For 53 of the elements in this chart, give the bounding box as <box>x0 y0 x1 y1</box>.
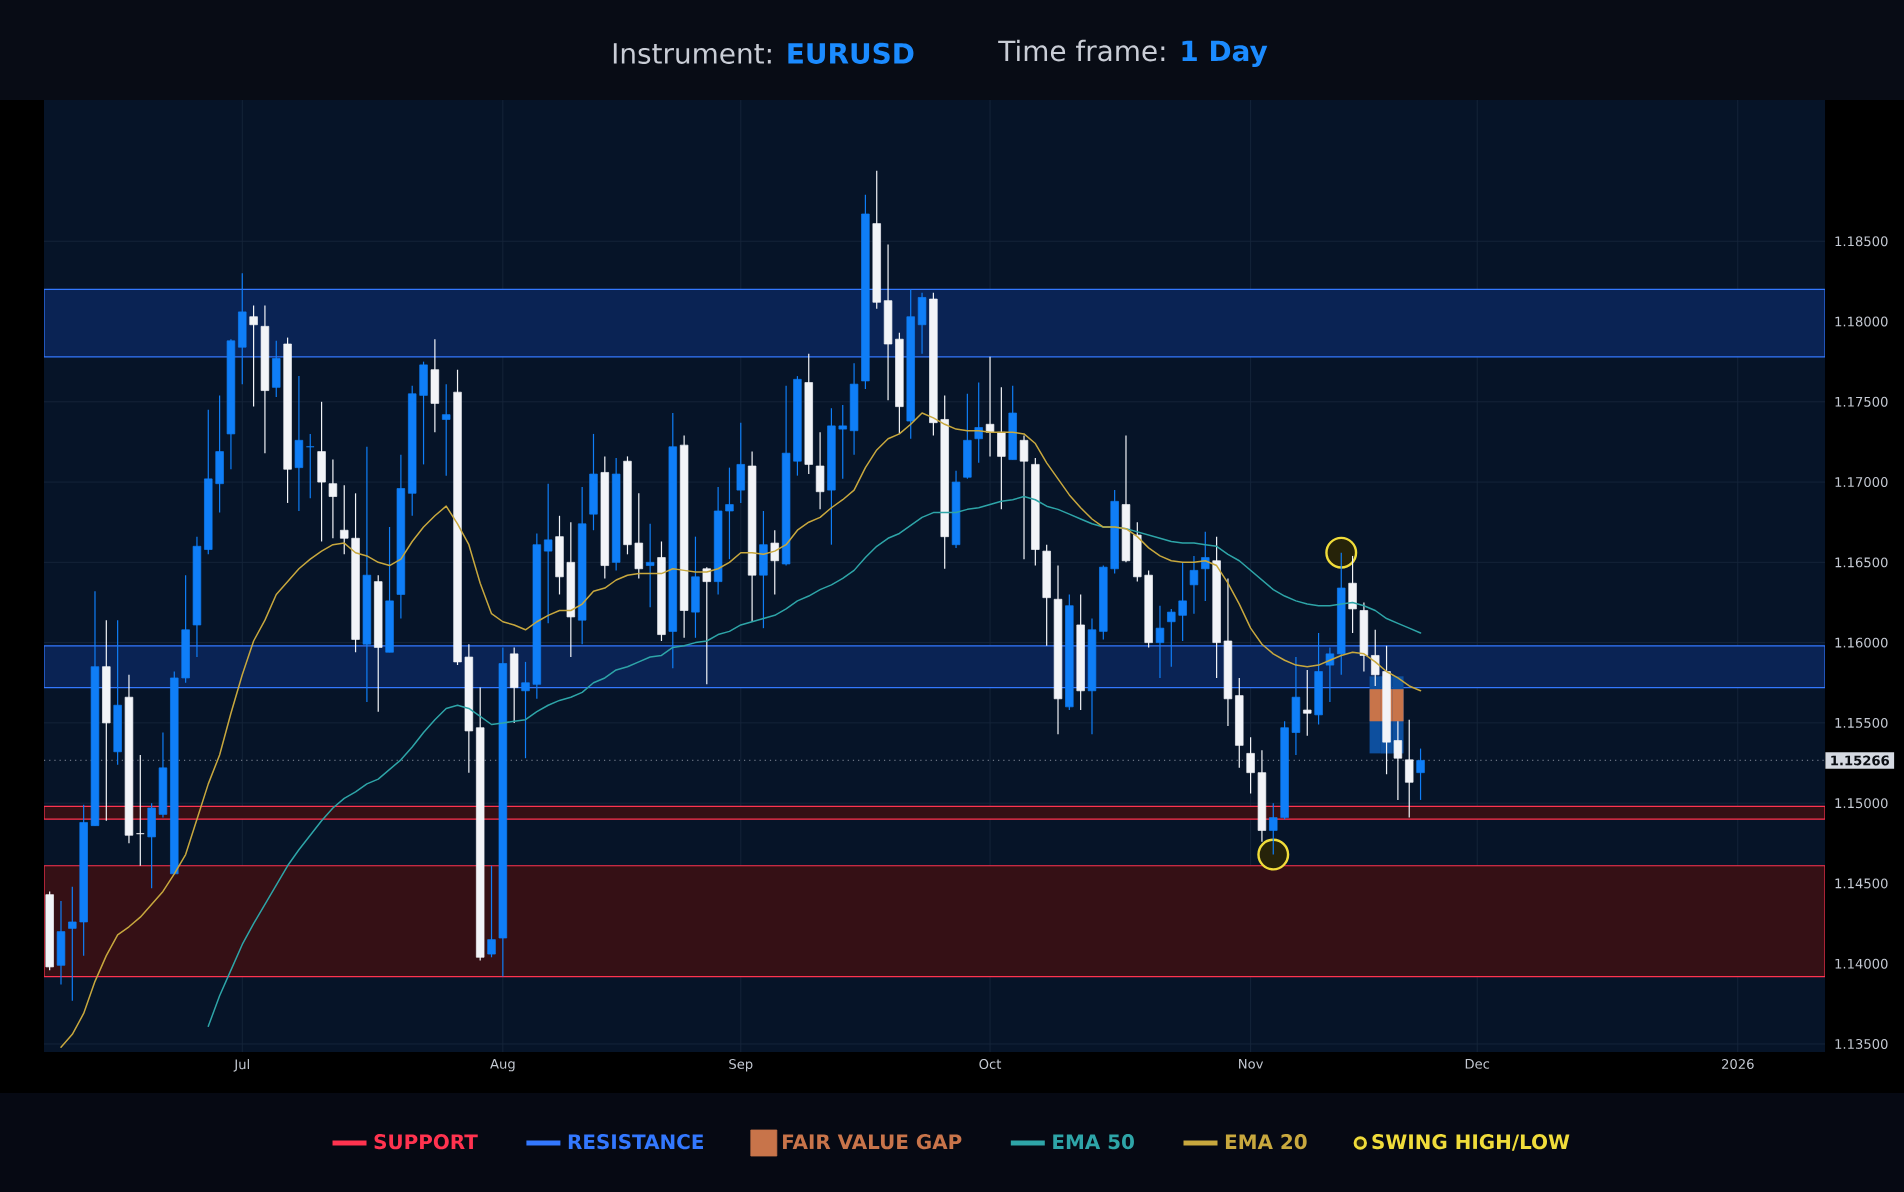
candlestick <box>487 865 496 958</box>
candlestick <box>442 383 451 477</box>
x-tick-label: Nov <box>1239 1059 1264 1069</box>
candlestick <box>1303 669 1312 737</box>
candlestick <box>543 483 553 624</box>
ref-line-label: 1.15266 <box>1831 755 1890 766</box>
y-tick-label: 1.16000 <box>1835 637 1888 648</box>
x-tick-label: Jul <box>233 1059 249 1072</box>
candlestick <box>328 459 338 539</box>
legend-label: RESISTANCE <box>568 1134 703 1150</box>
candlestick <box>725 467 734 560</box>
chart-subtitle: Time frame: 1 Day <box>998 39 1268 67</box>
legend-label: SUPPORT <box>374 1134 478 1150</box>
y-tick-label: 1.13500 <box>1835 1039 1888 1049</box>
candlestick <box>1155 605 1165 679</box>
candlestick <box>249 304 258 408</box>
candlestick <box>838 404 847 480</box>
candlestick <box>645 523 655 608</box>
candlestick <box>1246 736 1255 795</box>
candlestick <box>1019 434 1029 560</box>
legend-label: EMA 20 <box>1225 1134 1307 1150</box>
candlestick <box>985 356 995 457</box>
x-tick-label: Dec <box>1465 1059 1490 1069</box>
x-tick-label: Sep <box>729 1059 753 1072</box>
x-tick-label: Oct <box>979 1059 1002 1069</box>
candlestick <box>1269 802 1278 856</box>
candlestick <box>1201 531 1210 602</box>
candlestick <box>1416 747 1425 801</box>
candlestick <box>1405 719 1414 819</box>
x-tick-label: 2026 <box>1722 1059 1754 1069</box>
y-tick-label: 1.14500 <box>1835 878 1888 889</box>
y-tick-label: 1.17000 <box>1835 477 1888 488</box>
legend-label: FAIR VALUE GAP <box>783 1134 962 1150</box>
candlestick <box>1189 555 1199 615</box>
y-tick-label: 1.14000 <box>1835 958 1888 969</box>
y-tick-label: 1.16500 <box>1835 557 1888 568</box>
y-tick-label: 1.18000 <box>1835 316 1888 327</box>
candlestick <box>770 529 779 596</box>
candlestick <box>68 886 77 1002</box>
legend-label: EMA 50 <box>1053 1134 1134 1150</box>
legend-label: SWING HIGH/LOW <box>1372 1134 1570 1151</box>
candlestick <box>1167 608 1176 668</box>
y-tick-label: 1.15500 <box>1835 717 1888 728</box>
candlestick <box>1178 561 1187 642</box>
y-tick-label: 1.17500 <box>1835 396 1888 407</box>
candlestick <box>521 661 530 759</box>
candlestick <box>974 381 983 464</box>
chart-title: Instrument: EURUSD <box>613 42 914 64</box>
y-tick-label: 1.18500 <box>1835 236 1888 247</box>
x-tick-label: Aug <box>490 1059 515 1072</box>
candlestick <box>340 484 349 555</box>
y-tick-label: 1.15000 <box>1835 798 1888 809</box>
candlestick <box>702 566 711 685</box>
